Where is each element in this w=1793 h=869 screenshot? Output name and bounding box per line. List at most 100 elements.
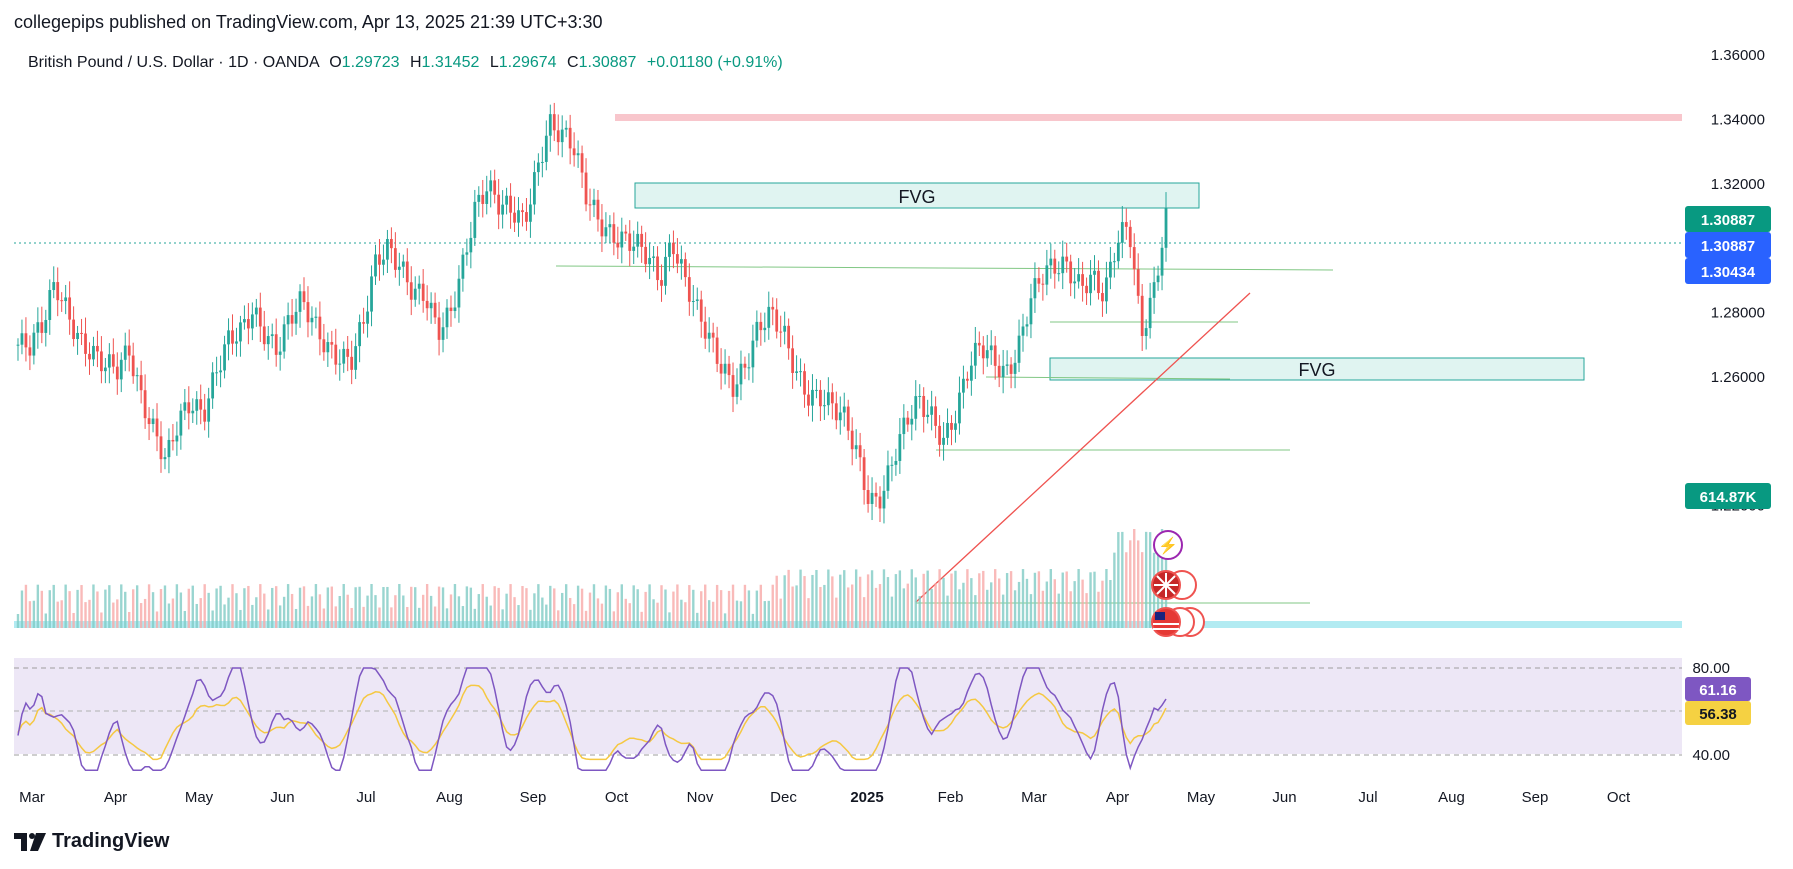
candle-body	[676, 254, 679, 264]
candle-body	[497, 194, 501, 215]
volume-bar	[1061, 572, 1064, 628]
volume-bar	[398, 584, 401, 628]
volume-bar	[406, 607, 409, 628]
volume-bar	[545, 604, 548, 628]
volume-bar	[735, 600, 739, 628]
volume-bar	[1017, 581, 1021, 628]
last-price-tag	[1685, 206, 1771, 232]
volume-bar	[890, 596, 894, 628]
volume-bar	[779, 598, 782, 628]
candle-body	[874, 492, 878, 497]
us-flag-stripes-icon	[1153, 623, 1179, 630]
candle-body	[771, 306, 775, 310]
candlesticks[interactable]	[16, 102, 1168, 524]
us-flag-canton-icon	[1155, 612, 1165, 620]
candle-body	[691, 301, 695, 303]
candle-body	[1041, 283, 1045, 285]
volume-bar	[48, 590, 51, 628]
candle-body	[640, 233, 644, 247]
high-label: H	[409, 54, 422, 71]
volume-bar	[962, 582, 965, 628]
volume-bar	[255, 597, 258, 628]
fvg-lower-box[interactable]	[1049, 357, 1585, 381]
volume-bar	[1117, 532, 1120, 628]
price-axis[interactable]: 1.360001.340001.320001.280001.260001.220…	[1692, 47, 1765, 764]
candle-body	[588, 204, 592, 206]
candle-body	[672, 242, 675, 255]
event-icons[interactable]: ⚡	[1151, 530, 1205, 637]
volume-bar	[592, 584, 596, 628]
candle-body	[807, 394, 810, 406]
candle-body	[16, 344, 20, 346]
volume-bar	[795, 585, 798, 628]
candle-body	[60, 300, 64, 302]
volume-bar	[731, 584, 735, 628]
volume-bar	[100, 612, 103, 628]
candle-body	[306, 302, 310, 323]
candle-body	[1093, 270, 1096, 275]
volume-bar	[906, 583, 909, 628]
candle-body	[592, 199, 596, 206]
candle-body	[231, 330, 234, 344]
lightning-event-icon[interactable]	[1153, 530, 1183, 560]
volume-bar	[1073, 581, 1076, 628]
candle-body	[1065, 256, 1069, 262]
volume-bar	[354, 587, 357, 628]
candle-body	[517, 210, 520, 223]
volume-bar	[1113, 552, 1116, 628]
volume-bar	[163, 585, 167, 628]
candle-body	[370, 276, 373, 312]
candle-body	[413, 288, 417, 300]
volume-bar	[914, 577, 917, 628]
volume-bar	[302, 586, 306, 628]
trendline[interactable]	[915, 292, 1251, 603]
candle-body	[290, 315, 294, 324]
volume-bar	[366, 595, 369, 628]
fvg-lower-label: FVG	[1298, 360, 1335, 380]
candle-body	[338, 363, 342, 365]
candle-body	[147, 418, 151, 425]
volume-bar	[644, 591, 647, 628]
volume-bar	[477, 594, 480, 628]
candle-body	[751, 340, 755, 368]
volume-bar	[918, 596, 921, 628]
time-tick-label: Apr	[1106, 789, 1129, 806]
volume-bar	[787, 569, 790, 628]
volume-bar	[715, 584, 719, 628]
brand-footer[interactable]: TradingView	[14, 830, 169, 853]
volume-bar	[640, 611, 643, 628]
rsi-tick-label: 80.00	[1692, 660, 1730, 677]
support-line-3[interactable]	[985, 376, 1231, 380]
volume-bar	[584, 610, 588, 628]
volume-bar	[382, 587, 385, 628]
fvg-upper-box[interactable]	[634, 182, 1200, 209]
candle-body	[405, 261, 409, 283]
candle-body	[123, 345, 127, 360]
candle-body	[997, 365, 1001, 378]
volume-bar	[147, 584, 151, 628]
volume-bar	[791, 586, 794, 628]
candle-body	[425, 300, 429, 309]
rsi-ma-line	[17, 684, 1167, 761]
candle-body	[938, 425, 941, 445]
volume-bar	[763, 601, 766, 628]
volume-bar	[32, 600, 36, 628]
candle-body	[699, 299, 703, 322]
candle-body	[330, 342, 334, 345]
candle-body	[1101, 293, 1104, 302]
time-tick-label: Mar	[19, 789, 45, 806]
candle-body	[934, 406, 938, 426]
volume-bar	[537, 584, 540, 628]
open-value: 1.29723	[341, 54, 400, 71]
candle-body	[465, 252, 469, 255]
candle-body	[822, 405, 826, 407]
support-line-1[interactable]	[555, 265, 1334, 271]
candle-body	[533, 172, 536, 205]
volume-bar	[1081, 579, 1084, 628]
candle-body	[513, 212, 516, 223]
volume-bar	[227, 597, 230, 628]
candle-body	[870, 492, 874, 504]
time-axis[interactable]: Mar Apr May Jun Jul Aug Sep Oct Nov Dec 2025 Feb Mar…	[19, 789, 1631, 806]
volume-bar	[72, 612, 75, 628]
